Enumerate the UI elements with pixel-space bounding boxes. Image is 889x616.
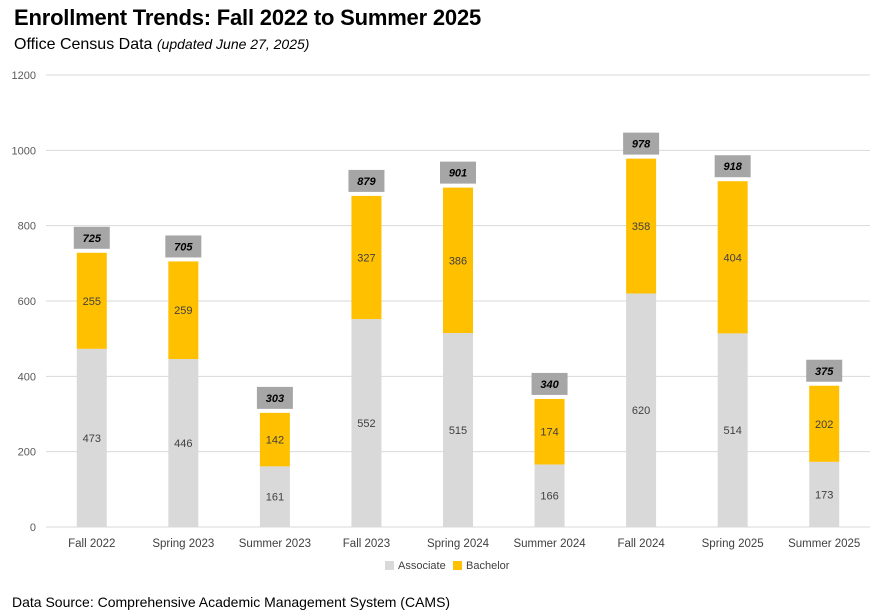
- bar-associate: [809, 461, 840, 527]
- data-label-bachelor: 404: [723, 252, 741, 264]
- y-tick-label: 400: [18, 371, 36, 383]
- bar-bachelor: [534, 398, 565, 465]
- data-label-associate: 446: [174, 438, 192, 450]
- chart-title: Enrollment Trends: Fall 2022 to Summer 2…: [14, 5, 482, 30]
- bar-associate: [168, 359, 199, 527]
- data-label-bachelor: 142: [266, 435, 284, 447]
- enrollment-chart: 0 200 400 600 800 1000 1200 473 255 725 Fall 2022 4…: [12, 70, 870, 572]
- bar-bachelor: [809, 385, 840, 462]
- x-tick-label: Spring 2023: [152, 538, 214, 550]
- data-label-associate: 552: [357, 418, 375, 430]
- total-label: 340: [540, 379, 559, 391]
- bar-associate: [626, 293, 657, 527]
- bar-associate: [717, 333, 748, 527]
- data-label-bachelor: 327: [357, 252, 375, 264]
- total-label-box: [806, 359, 843, 382]
- data-label-bachelor: 202: [815, 419, 833, 431]
- y-tick-label: 1200: [12, 70, 36, 82]
- x-tick-label: Summer 2025: [788, 538, 860, 550]
- bar-bachelor: [168, 261, 199, 360]
- legend-swatch-bachelor: [453, 561, 462, 570]
- bar-associate: [351, 319, 382, 527]
- chart-subtitle: Office Census Data (updated June 27, 202…: [14, 36, 309, 54]
- data-label-associate: 473: [83, 433, 101, 445]
- data-label-associate: 620: [632, 405, 650, 417]
- legend-swatch-associate: [385, 561, 394, 570]
- x-tick-label: Spring 2024: [427, 538, 490, 550]
- total-label-box: [623, 132, 660, 155]
- data-label-bachelor: 358: [632, 221, 650, 233]
- total-label-box: [714, 155, 751, 178]
- bar-associate: [443, 333, 473, 527]
- bar-bachelor: [717, 181, 748, 334]
- y-tick-label: 1000: [12, 145, 36, 157]
- legend-label-bachelor: Bachelor: [466, 560, 510, 572]
- total-label: 879: [357, 176, 376, 188]
- legend-label-associate: Associate: [398, 560, 446, 572]
- data-label-associate: 515: [449, 425, 467, 437]
- subtitle-main: Office Census Data: [14, 36, 153, 53]
- total-label-box: [256, 386, 293, 409]
- total-label: 303: [266, 393, 284, 405]
- bar-bachelor: [351, 195, 382, 320]
- y-tick-label: 800: [18, 221, 36, 233]
- y-tick-label: 200: [18, 447, 36, 459]
- total-label: 901: [449, 168, 467, 180]
- subtitle-update-note: (updated June 27, 2025): [156, 36, 310, 52]
- bar-bachelor: [76, 252, 107, 349]
- total-label-box: [531, 372, 568, 395]
- data-label-bachelor: 386: [449, 255, 467, 267]
- x-tick-label: Spring 2025: [702, 538, 764, 550]
- total-label-box: [440, 161, 476, 184]
- y-tick-label: 600: [18, 296, 36, 308]
- data-label-bachelor: 174: [540, 427, 558, 439]
- total-label: 375: [815, 366, 834, 378]
- x-tick-label: Fall 2022: [68, 538, 115, 550]
- bar-bachelor: [259, 412, 290, 467]
- total-label: 725: [83, 233, 102, 245]
- y-tick-label: 0: [30, 522, 36, 534]
- data-label-associate: 173: [815, 489, 833, 501]
- data-source-note: Data Source: Comprehensive Academic Mana…: [12, 594, 451, 610]
- total-label-box: [73, 226, 110, 249]
- bar-bachelor: [443, 187, 473, 334]
- data-label-associate: 161: [266, 492, 284, 504]
- bar-associate: [534, 464, 565, 527]
- total-label-box: [348, 169, 385, 192]
- x-tick-label: Summer 2023: [239, 538, 311, 550]
- data-label-bachelor: 259: [174, 305, 192, 317]
- bar-bachelor: [626, 158, 657, 294]
- total-label-box: [165, 235, 202, 258]
- x-tick-label: Summer 2024: [513, 538, 586, 550]
- x-tick-label: Fall 2023: [343, 538, 390, 550]
- total-label: 978: [632, 139, 651, 151]
- data-label-associate: 166: [540, 491, 558, 503]
- bar-associate: [76, 348, 107, 527]
- total-label: 918: [723, 161, 742, 173]
- x-tick-label: Fall 2024: [617, 538, 665, 550]
- data-label-bachelor: 255: [83, 296, 101, 308]
- total-label: 705: [174, 241, 193, 253]
- data-label-associate: 514: [723, 425, 741, 437]
- bar-associate: [259, 466, 290, 527]
